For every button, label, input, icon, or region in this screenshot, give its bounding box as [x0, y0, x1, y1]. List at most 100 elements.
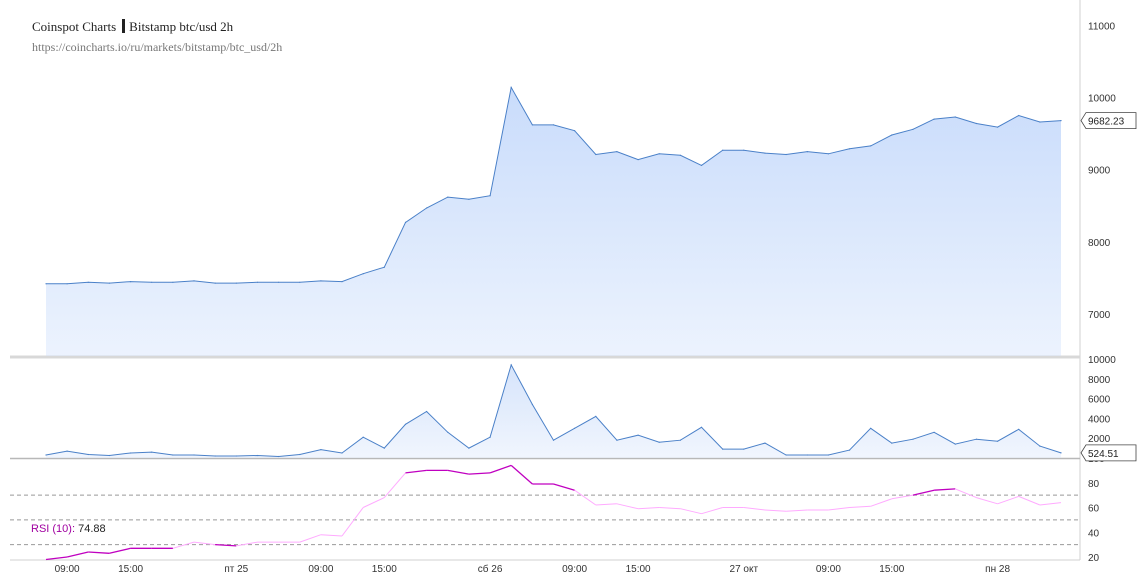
- price-y-tick-label: 9000: [1088, 166, 1111, 177]
- volume-y-tick-label: 2000: [1088, 434, 1111, 445]
- x-tick-label: 15:00: [118, 564, 143, 575]
- price-point: [320, 280, 322, 282]
- price-current-value: 9682.23: [1088, 117, 1125, 128]
- volume-point: [235, 455, 237, 457]
- rsi-y-tick-label: 80: [1088, 479, 1100, 490]
- volume-point: [552, 439, 555, 441]
- volume-point: [341, 452, 343, 454]
- volume-point: [151, 451, 153, 453]
- price-point: [997, 126, 999, 128]
- volume-point: [278, 455, 280, 458]
- rsi-segment: [193, 541, 216, 546]
- volume-y-tick-label: 6000: [1088, 395, 1111, 406]
- rsi-segment: [510, 464, 533, 485]
- price-point: [193, 280, 195, 282]
- price-point: [278, 281, 280, 283]
- price-point: [362, 273, 364, 275]
- volume-point: [87, 453, 89, 456]
- price-point: [404, 221, 407, 223]
- volume-point: [362, 436, 364, 438]
- volume-point: [404, 423, 407, 425]
- price-y-tick-label: 10000: [1088, 94, 1116, 105]
- rsi-segment: [405, 469, 427, 474]
- rsi-y-tick-label: 60: [1088, 504, 1100, 515]
- rsi-name: RSI (10):: [31, 523, 76, 535]
- volume-point: [66, 450, 68, 452]
- x-tick-label: 09:00: [55, 564, 80, 575]
- price-point: [954, 116, 956, 118]
- volume-point: [1039, 445, 1041, 447]
- price-point: [658, 153, 660, 155]
- volume-point: [658, 441, 660, 443]
- price-point: [743, 149, 745, 151]
- price-point: [722, 149, 724, 151]
- price-point: [510, 86, 512, 88]
- volume-point: [256, 454, 259, 457]
- volume-point: [912, 438, 914, 440]
- price-point: [383, 266, 385, 268]
- price-point: [785, 153, 787, 156]
- rsi-segment: [595, 503, 617, 506]
- rsi-segment: [236, 541, 258, 547]
- x-tick-label: 15:00: [626, 564, 651, 575]
- price-point: [172, 281, 174, 283]
- price-point: [235, 282, 237, 284]
- price-point: [574, 130, 576, 132]
- rsi-segment: [553, 483, 575, 491]
- chart-url[interactable]: https://coincharts.io/ru/markets/bitstam…: [32, 40, 283, 54]
- rsi-segment: [574, 489, 597, 506]
- price-y-tick-label: 8000: [1088, 238, 1111, 249]
- volume-point: [891, 442, 893, 444]
- price-point: [700, 164, 703, 166]
- x-tick-label: 09:00: [816, 564, 841, 575]
- rsi-segment: [45, 556, 68, 561]
- price-point: [912, 128, 914, 130]
- rsi-segment: [468, 472, 491, 475]
- price-point: [66, 283, 68, 285]
- rsi-segment: [447, 469, 470, 475]
- price-point: [341, 281, 343, 283]
- price-point: [848, 148, 851, 150]
- volume-point: [679, 439, 682, 441]
- rsi-segment: [743, 507, 766, 511]
- price-point: [827, 153, 830, 155]
- volume-point: [1018, 428, 1020, 430]
- volume-point: [997, 440, 999, 442]
- volume-point: [700, 426, 703, 428]
- price-point: [426, 207, 428, 209]
- price-point: [489, 195, 491, 197]
- rsi-segment: [320, 534, 343, 537]
- volume-point: [108, 454, 110, 457]
- rsi-segment: [680, 508, 702, 515]
- volume-y-tick-label: 8000: [1088, 375, 1111, 386]
- rsi-segment: [215, 543, 237, 547]
- rsi-label: RSI (10): 74.88: [31, 523, 106, 535]
- title-separator: [122, 19, 126, 33]
- x-tick-label: пн 28: [985, 564, 1010, 575]
- rsi-segment: [616, 503, 639, 510]
- volume-point: [785, 454, 787, 456]
- volume-point: [806, 454, 808, 456]
- rsi-segment: [383, 472, 406, 498]
- price-point: [1039, 121, 1041, 123]
- price-point: [679, 154, 682, 156]
- volume-point: [954, 443, 956, 445]
- price-point: [764, 152, 766, 154]
- volume-point: [426, 410, 428, 413]
- price-point: [870, 145, 872, 147]
- volume-point: [447, 431, 449, 433]
- rsi-segment: [66, 551, 89, 558]
- rsi-segment: [934, 488, 956, 491]
- price-point: [87, 281, 89, 283]
- price-point: [1060, 120, 1062, 122]
- volume-point: [172, 454, 174, 456]
- volume-point: [489, 436, 491, 438]
- rsi-segment: [701, 507, 723, 515]
- rsi-segment: [828, 507, 850, 511]
- rsi-segment: [997, 495, 1019, 505]
- x-tick-label: 27 окт: [730, 564, 759, 575]
- volume-point: [130, 452, 132, 454]
- volume-point: [870, 427, 872, 429]
- price-point: [108, 282, 110, 284]
